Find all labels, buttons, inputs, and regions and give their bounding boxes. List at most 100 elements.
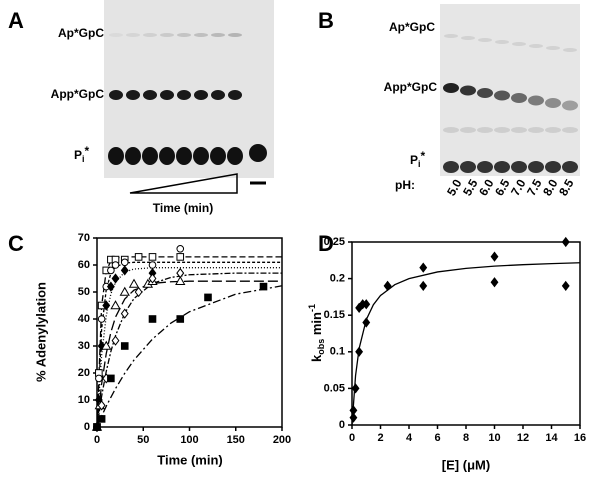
y-tick-label: 0.05 bbox=[324, 382, 345, 394]
x-tick-label: 8 bbox=[463, 432, 469, 444]
data-point bbox=[204, 293, 212, 302]
data-point bbox=[362, 317, 371, 328]
x-tick-label: 50 bbox=[137, 434, 149, 446]
y-tick-label: 0.1 bbox=[330, 346, 345, 358]
band bbox=[249, 144, 267, 162]
data-point bbox=[120, 265, 129, 276]
band bbox=[562, 161, 578, 173]
band bbox=[562, 100, 578, 111]
data-point bbox=[176, 267, 185, 279]
band bbox=[494, 90, 510, 101]
band-label: App*GpC bbox=[384, 80, 438, 94]
band bbox=[126, 90, 140, 100]
data-point bbox=[97, 400, 106, 411]
band bbox=[211, 90, 225, 100]
band bbox=[494, 161, 510, 173]
fit-line bbox=[351, 262, 581, 426]
band bbox=[160, 90, 174, 100]
data-point bbox=[383, 280, 392, 292]
band bbox=[193, 147, 209, 165]
band bbox=[460, 127, 476, 133]
y-tick-label: 0.25 bbox=[324, 236, 345, 248]
band bbox=[143, 33, 157, 37]
band bbox=[545, 127, 561, 133]
band bbox=[562, 127, 578, 133]
fit-line bbox=[96, 285, 283, 428]
data-point bbox=[561, 280, 570, 292]
data-point bbox=[362, 299, 371, 310]
data-point bbox=[355, 346, 364, 357]
data-point bbox=[349, 412, 358, 423]
band bbox=[227, 147, 243, 165]
y-tick-label: 0 bbox=[339, 419, 345, 431]
fit-line bbox=[96, 267, 282, 428]
y-axis-label: % Adenylylation bbox=[33, 282, 48, 382]
data-point bbox=[120, 258, 129, 267]
data-point bbox=[128, 278, 140, 288]
y-tick-label: 40 bbox=[78, 313, 90, 325]
data-point bbox=[106, 281, 115, 292]
y-tick-label: 0.2 bbox=[330, 273, 345, 285]
data-point bbox=[148, 315, 157, 323]
band bbox=[563, 48, 577, 52]
panel-label: C bbox=[8, 231, 24, 256]
data-point bbox=[102, 300, 111, 311]
band bbox=[177, 90, 191, 100]
data-point bbox=[107, 266, 115, 275]
fit-line bbox=[96, 256, 282, 428]
data-point bbox=[148, 273, 157, 284]
x-axis-label: [E] (μM) bbox=[442, 457, 490, 472]
band bbox=[126, 33, 140, 37]
data-point bbox=[111, 335, 120, 346]
data-point bbox=[148, 253, 157, 261]
band bbox=[159, 147, 175, 165]
data-point bbox=[175, 275, 186, 285]
panel-label: D bbox=[318, 231, 334, 256]
time-wedge bbox=[129, 173, 238, 194]
data-point bbox=[101, 340, 112, 350]
fit-line bbox=[96, 272, 282, 428]
band bbox=[461, 36, 475, 40]
data-point bbox=[111, 261, 120, 269]
band bbox=[478, 38, 492, 42]
plot-frame bbox=[351, 241, 581, 426]
gel-bands bbox=[443, 34, 578, 173]
x-tick-label: 2 bbox=[377, 432, 383, 444]
data-point bbox=[176, 245, 185, 253]
x-tick-label: 6 bbox=[434, 432, 440, 444]
band bbox=[495, 40, 509, 44]
band bbox=[177, 33, 191, 37]
band bbox=[443, 83, 459, 93]
band bbox=[109, 33, 123, 37]
y-tick-label: 20 bbox=[78, 367, 90, 379]
band bbox=[511, 93, 527, 103]
band bbox=[194, 90, 208, 100]
band bbox=[443, 161, 459, 173]
data-point bbox=[490, 251, 499, 262]
band-label: Pi* bbox=[410, 149, 426, 169]
y-tick-label: 0.15 bbox=[324, 309, 345, 321]
x-tick-label: 14 bbox=[545, 432, 558, 444]
x-tick-label: 0 bbox=[349, 432, 355, 444]
band bbox=[228, 90, 242, 100]
y-tick-label: 30 bbox=[78, 340, 90, 352]
data-point bbox=[120, 342, 129, 350]
band-label: Ap*GpC bbox=[389, 20, 435, 34]
band bbox=[109, 90, 123, 100]
data-point bbox=[351, 383, 360, 394]
band-label: Pi* bbox=[74, 144, 90, 164]
data-point bbox=[95, 374, 103, 383]
x-tick-label: 4 bbox=[406, 432, 413, 444]
x-tick-label: 12 bbox=[517, 432, 529, 444]
band bbox=[211, 33, 225, 37]
band bbox=[512, 42, 526, 46]
band bbox=[477, 88, 493, 98]
data-point bbox=[561, 236, 570, 248]
data-point bbox=[134, 286, 143, 298]
x-tick-label: 200 bbox=[273, 434, 291, 446]
data-point bbox=[107, 374, 115, 383]
band bbox=[528, 161, 544, 173]
band bbox=[529, 44, 543, 48]
band bbox=[443, 127, 459, 133]
panel-label: B bbox=[318, 8, 334, 33]
